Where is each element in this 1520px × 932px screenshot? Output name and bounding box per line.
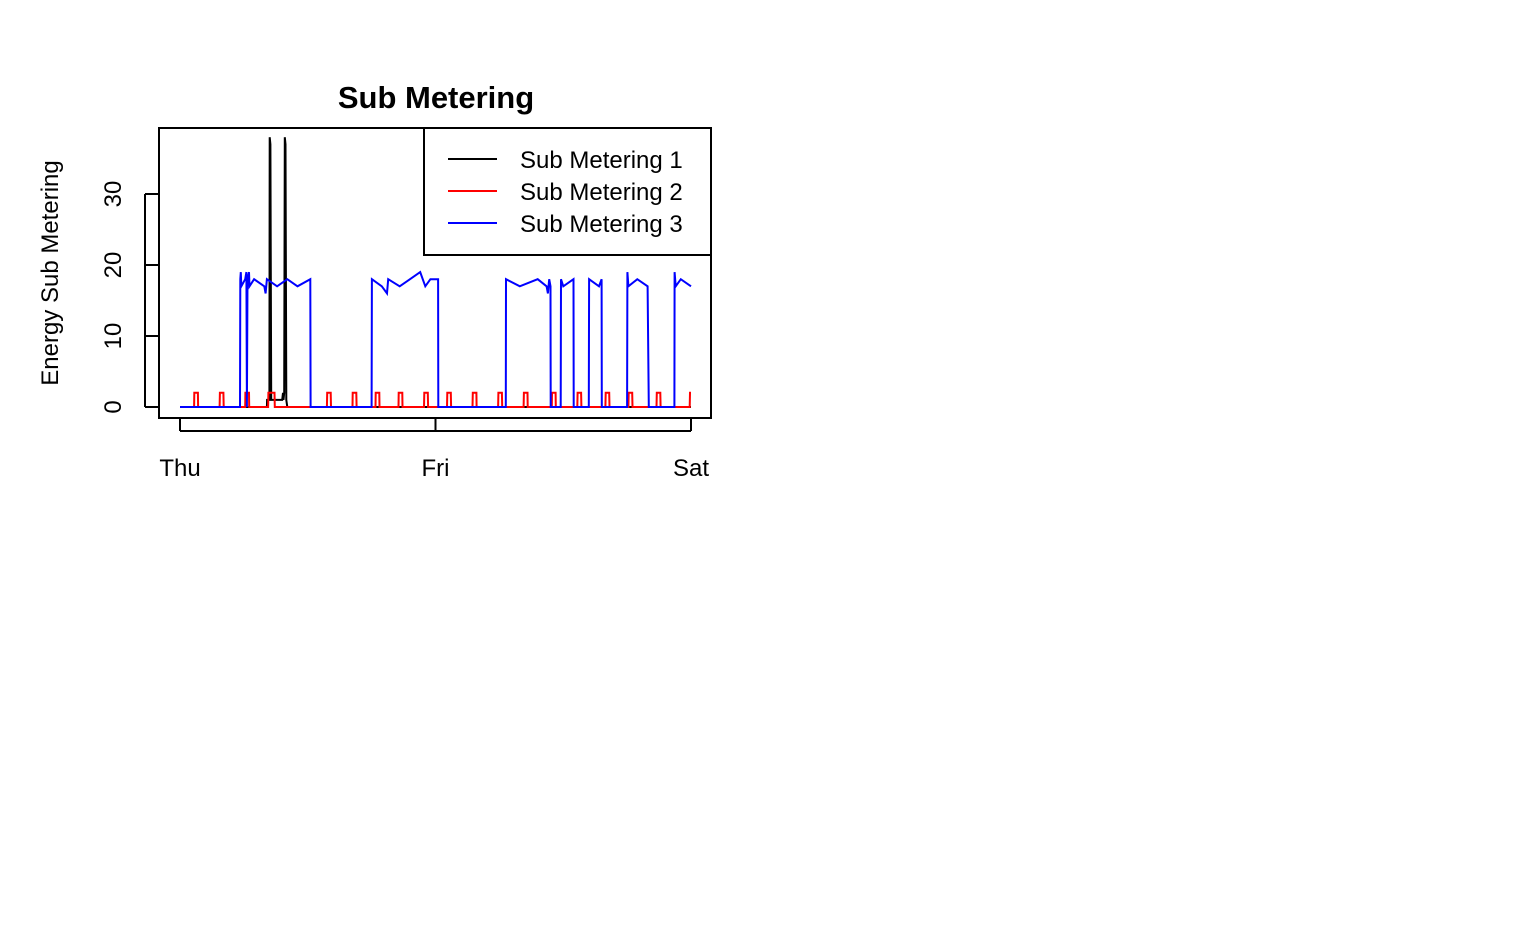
series-line-sub-metering-2 [180, 391, 691, 408]
legend-label-sub-metering-2: Sub Metering 2 [520, 179, 683, 206]
y-tick-label: 0 [100, 400, 127, 413]
y-tick-label: 20 [100, 252, 127, 279]
legend-label-sub-metering-3: Sub Metering 3 [520, 211, 683, 238]
legend-label-sub-metering-1: Sub Metering 1 [520, 147, 683, 174]
y-axis-label: Energy Sub Metering [37, 160, 64, 385]
y-tick-label: 10 [100, 323, 127, 350]
x-tick-label: Sat [673, 455, 709, 482]
series-layer [180, 137, 692, 408]
axis-layer: 0 10 20 30 Thu Fri Sat [100, 181, 709, 482]
x-tick-label: Thu [159, 455, 200, 482]
y-tick-label: 30 [100, 181, 127, 208]
legend: Sub Metering 1 Sub Metering 2 Sub Meteri… [423, 127, 712, 256]
series-line-sub-metering-3 [180, 270, 692, 408]
chart-title: Sub Metering [338, 80, 534, 115]
x-tick-label: Fri [422, 455, 450, 482]
